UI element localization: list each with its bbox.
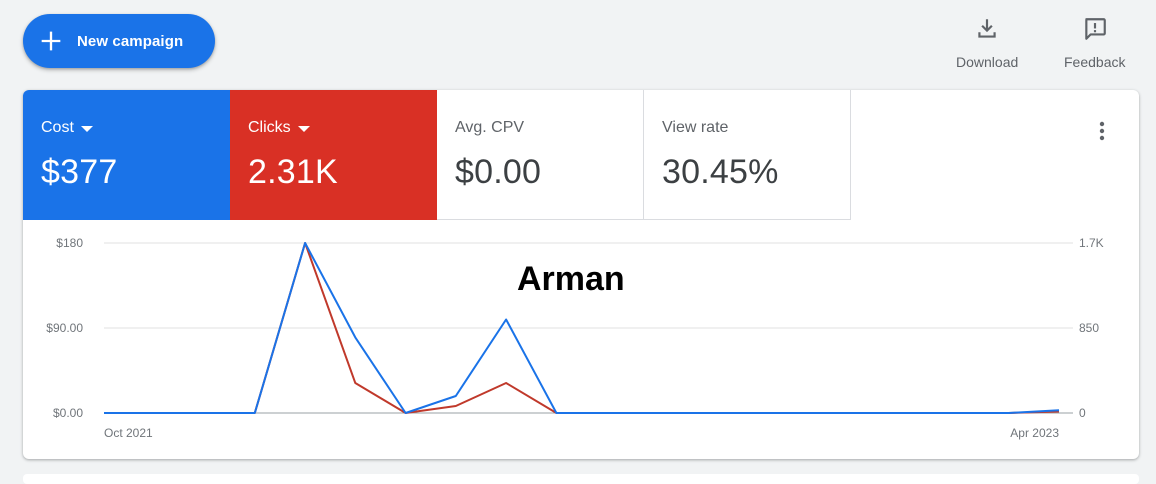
new-campaign-label: New campaign xyxy=(77,32,184,50)
cost-series-line xyxy=(104,242,1060,414)
download-button[interactable]: Download xyxy=(956,16,1018,70)
overlay-text: Arman xyxy=(517,260,625,298)
caret-down-icon[interactable] xyxy=(80,126,93,132)
y-left-tick-label: $90.00 xyxy=(46,321,83,335)
y-left-tick-label: $0.00 xyxy=(53,406,83,420)
metric-clicks-label-row: Clicks xyxy=(248,119,419,137)
feedback-label: Feedback xyxy=(1064,54,1126,70)
metric-cost-label: Cost xyxy=(41,119,74,136)
metric-clicks[interactable]: Clicks 2.31K xyxy=(230,90,437,220)
metric-clicks-label: Clicks xyxy=(248,119,291,136)
download-icon xyxy=(978,19,996,38)
y-right-tick-label: 850 xyxy=(1079,321,1099,335)
more-options-button[interactable] xyxy=(1089,118,1115,144)
metric-avg-cpv-value: $0.00 xyxy=(455,153,542,191)
metric-view-rate-value: 30.45% xyxy=(662,153,779,191)
y-right-tick-label: 0 xyxy=(1079,406,1086,420)
plus-icon xyxy=(41,31,61,51)
new-campaign-button[interactable]: New campaign xyxy=(23,14,215,68)
feedback-icon xyxy=(1084,18,1106,40)
metric-cost[interactable]: Cost $377 xyxy=(23,90,230,220)
y-left-tick-label: $180 xyxy=(56,236,83,250)
metric-cost-value: $377 xyxy=(41,153,118,191)
metric-avg-cpv-label: Avg. CPV xyxy=(455,119,525,136)
x-tick-label: Oct 2021 xyxy=(104,426,153,440)
metric-avg-cpv[interactable]: Avg. CPV $0.00 xyxy=(437,90,644,220)
metric-view-rate-label: View rate xyxy=(662,119,729,136)
metric-cost-label-row: Cost xyxy=(41,119,212,137)
feedback-button[interactable]: Feedback xyxy=(1064,16,1125,70)
download-label: Download xyxy=(956,54,1019,70)
metric-clicks-value: 2.31K xyxy=(248,153,338,191)
y-right-tick-label: 1.7K xyxy=(1079,236,1104,250)
more-vert-icon xyxy=(1099,121,1105,141)
x-tick-label: Apr 2023 xyxy=(1010,426,1059,440)
metric-view-rate[interactable]: View rate 30.45% xyxy=(644,90,851,220)
performance-card: Cost $377 Clicks 2.31K Avg. CPV $0.00 Vi… xyxy=(23,90,1139,459)
line-chart: $180 1.7K $90.00 850 $0.00 0 Oct 2021 Apr 2023 xyxy=(46,236,1104,440)
caret-down-icon[interactable] xyxy=(297,126,310,132)
next-card-edge xyxy=(23,474,1139,484)
